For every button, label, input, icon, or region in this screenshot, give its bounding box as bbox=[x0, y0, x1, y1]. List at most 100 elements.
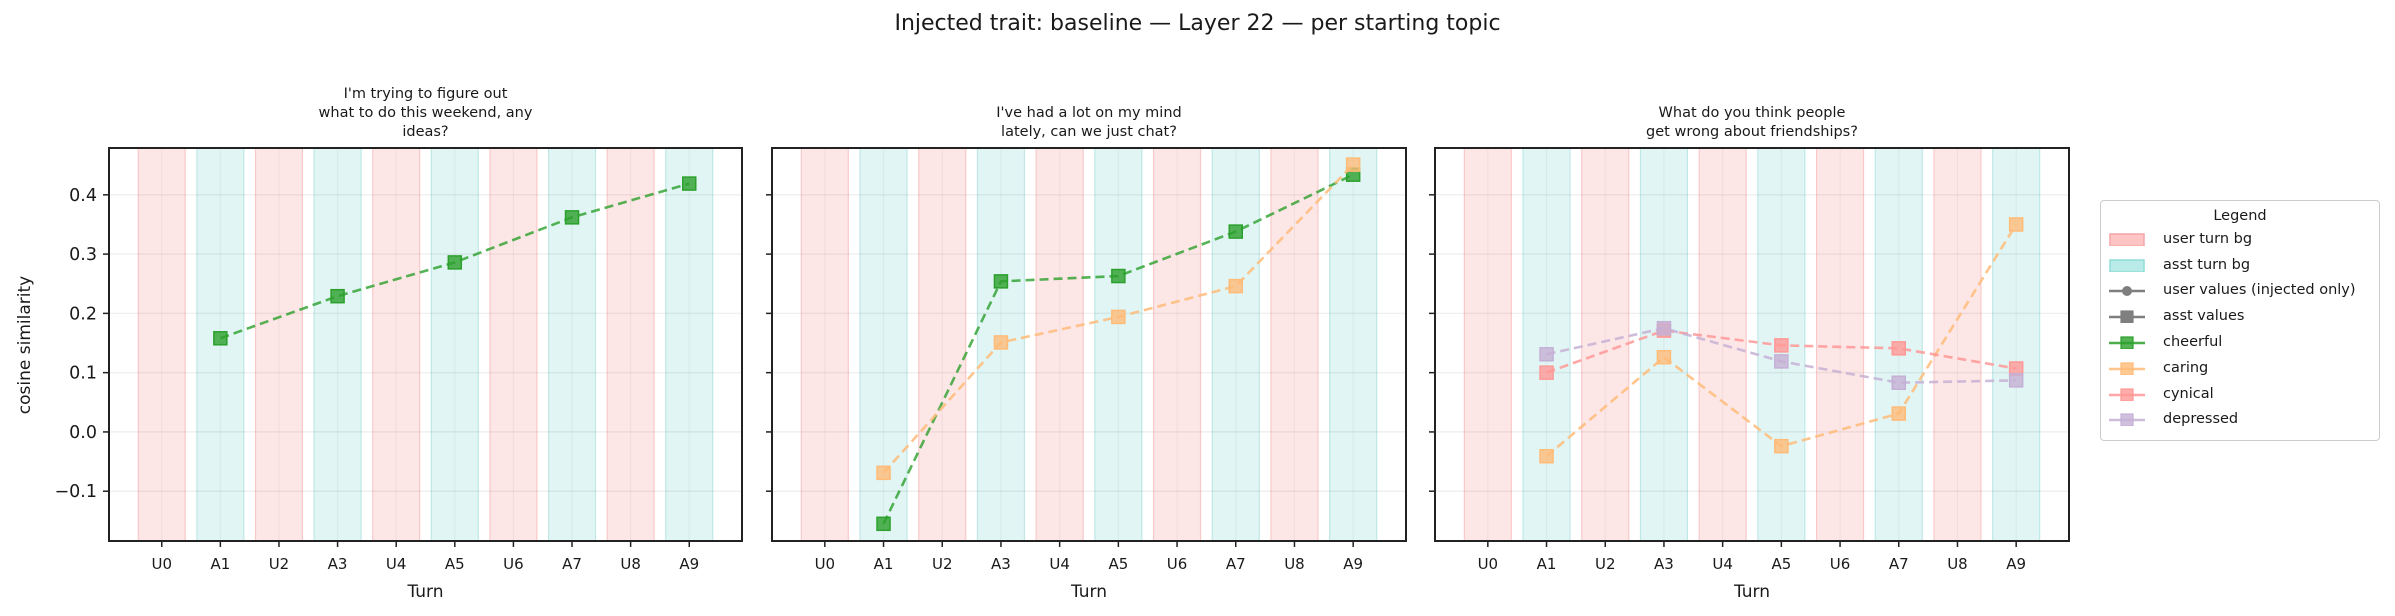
data-point-caring bbox=[993, 335, 1009, 350]
x-tick-label: U0 bbox=[1478, 555, 1499, 573]
x-tick-label: U2 bbox=[1595, 555, 1616, 573]
x-tick-label: A1 bbox=[874, 555, 894, 573]
data-point-depressed bbox=[1656, 320, 1672, 336]
legend-swatch-icon bbox=[2109, 362, 2145, 375]
y-axis-label: cosine similarity bbox=[15, 276, 35, 414]
x-tick-label: A9 bbox=[679, 555, 699, 573]
y-tick-label: 0.1 bbox=[69, 364, 97, 384]
user-turn-band bbox=[1698, 147, 1747, 542]
x-tick-label: U0 bbox=[151, 555, 172, 573]
legend-item-cynical: cynical bbox=[2101, 381, 2379, 407]
user-turn-band bbox=[1152, 147, 1202, 542]
data-point-cynical bbox=[1774, 338, 1789, 353]
x-tick-label: A7 bbox=[562, 555, 582, 573]
axes-frame bbox=[771, 147, 1407, 542]
legend-label: user turn bg bbox=[2163, 230, 2253, 247]
data-point-cheerful bbox=[682, 176, 697, 191]
x-tick-label: U6 bbox=[1830, 555, 1851, 573]
y-tick-label: 0.2 bbox=[69, 304, 97, 324]
panel-title-line: I'm trying to figure out bbox=[343, 86, 508, 102]
user-turn-band bbox=[254, 147, 304, 542]
data-point-cheerful bbox=[1228, 224, 1244, 239]
y-tick-label: 0.4 bbox=[69, 186, 97, 206]
x-axis-label: Turn bbox=[1070, 582, 1107, 602]
x-tick-label: A9 bbox=[1343, 555, 1363, 573]
data-point-depressed bbox=[1539, 347, 1554, 362]
panel-title-mind: I've had a lot on my mind lately, can we … bbox=[772, 104, 1406, 142]
y-tick-label: 0.3 bbox=[69, 245, 97, 265]
x-tick-label: A1 bbox=[1537, 555, 1557, 573]
data-point-caring bbox=[2008, 217, 2024, 232]
user-turn-band bbox=[372, 147, 421, 542]
x-tick-label: U8 bbox=[1284, 555, 1305, 573]
user-turn-band bbox=[1035, 147, 1084, 542]
axes-frame bbox=[1434, 147, 2070, 542]
user-turn-band bbox=[606, 147, 655, 542]
legend: Legend user turn bg asst turn bg user valu… bbox=[2100, 200, 2380, 441]
panel-title-line: lately, can we just chat? bbox=[1001, 124, 1177, 140]
legend-swatch-icon bbox=[2109, 413, 2145, 427]
x-tick-label: A5 bbox=[1771, 555, 1791, 573]
subplot-mind: U0 A1 U2 A3 U4 A5 U6 A7 U8 A9 Turn bbox=[766, 147, 1407, 602]
data-point-cheerful bbox=[330, 288, 345, 304]
y-tick-label: 0.0 bbox=[69, 423, 97, 443]
x-tick-label: U4 bbox=[1712, 555, 1733, 573]
legend-label: depressed bbox=[2163, 411, 2239, 428]
data-point-cheerful bbox=[564, 210, 580, 225]
legend-label: user values (injected only) bbox=[2163, 282, 2356, 299]
data-point-depressed bbox=[1891, 375, 1907, 390]
x-tick-label: U8 bbox=[1947, 555, 1968, 573]
x-tick-label: U0 bbox=[815, 555, 836, 573]
legend-item-asst-turn-bg: asst turn bg bbox=[2101, 252, 2379, 278]
legend-item-asst-values: asst values bbox=[2101, 303, 2379, 329]
x-axis-label: Turn bbox=[406, 582, 443, 602]
legend-swatch-icon bbox=[2109, 286, 2145, 297]
legend-title: Legend bbox=[2213, 208, 2267, 224]
asst-turn-band bbox=[1992, 147, 2041, 542]
legend-item-cheerful: cheerful bbox=[2101, 329, 2379, 355]
x-tick-label: A9 bbox=[2006, 555, 2026, 573]
data-point-caring bbox=[1228, 278, 1244, 294]
asst-turn-band bbox=[1094, 147, 1143, 542]
data-point-cheerful bbox=[213, 331, 228, 346]
data-point-caring bbox=[1656, 349, 1672, 365]
legend-item-caring: caring bbox=[2101, 355, 2379, 381]
panel-title-line: ideas? bbox=[402, 124, 449, 140]
axes-frame bbox=[108, 147, 743, 542]
legend-item-user-turn-bg: user turn bg bbox=[2101, 226, 2379, 252]
user-turn-band bbox=[800, 147, 849, 542]
legend-item-user-values-injected-only: user values (injected only) bbox=[2101, 278, 2379, 304]
legend-label: caring bbox=[2163, 359, 2209, 376]
x-tick-label: U6 bbox=[1167, 555, 1188, 573]
legend-swatch-icon bbox=[2109, 336, 2145, 350]
asst-turn-band bbox=[665, 147, 714, 542]
asst-turn-band bbox=[1522, 147, 1571, 542]
data-point-cynical bbox=[1891, 341, 1907, 356]
x-tick-label: U2 bbox=[932, 555, 953, 573]
data-point-cynical bbox=[1539, 365, 1554, 380]
x-tick-label: A5 bbox=[1108, 555, 1128, 573]
x-tick-label: A7 bbox=[1889, 555, 1909, 573]
legend-swatch-icon bbox=[2109, 233, 2145, 246]
x-tick-label: A3 bbox=[1654, 555, 1674, 573]
legend-label: cynical bbox=[2163, 385, 2214, 402]
user-turn-band bbox=[1270, 147, 1319, 542]
legend-label: asst turn bg bbox=[2163, 256, 2251, 273]
x-tick-label: U8 bbox=[620, 555, 641, 573]
data-point-caring bbox=[1345, 157, 1361, 172]
panel-title-friendships: What do you think people get wrong about … bbox=[1435, 104, 2069, 142]
x-tick-label: A1 bbox=[210, 555, 230, 573]
panel-title-weekend: I'm trying to figure out what to do this … bbox=[109, 85, 742, 142]
data-point-caring bbox=[1774, 438, 1789, 454]
y-tick-label: −0.1 bbox=[55, 482, 98, 502]
data-point-cheerful bbox=[876, 516, 891, 532]
legend-swatch-icon bbox=[2109, 258, 2145, 272]
x-axis-label: Turn bbox=[1733, 582, 1770, 602]
data-point-cheerful bbox=[447, 255, 463, 270]
data-point-cheerful bbox=[1111, 268, 1126, 284]
data-point-caring bbox=[876, 465, 891, 481]
legend-item-depressed: depressed bbox=[2101, 407, 2379, 433]
legend-swatch-icon bbox=[2109, 388, 2145, 401]
asst-turn-band bbox=[1329, 147, 1378, 542]
